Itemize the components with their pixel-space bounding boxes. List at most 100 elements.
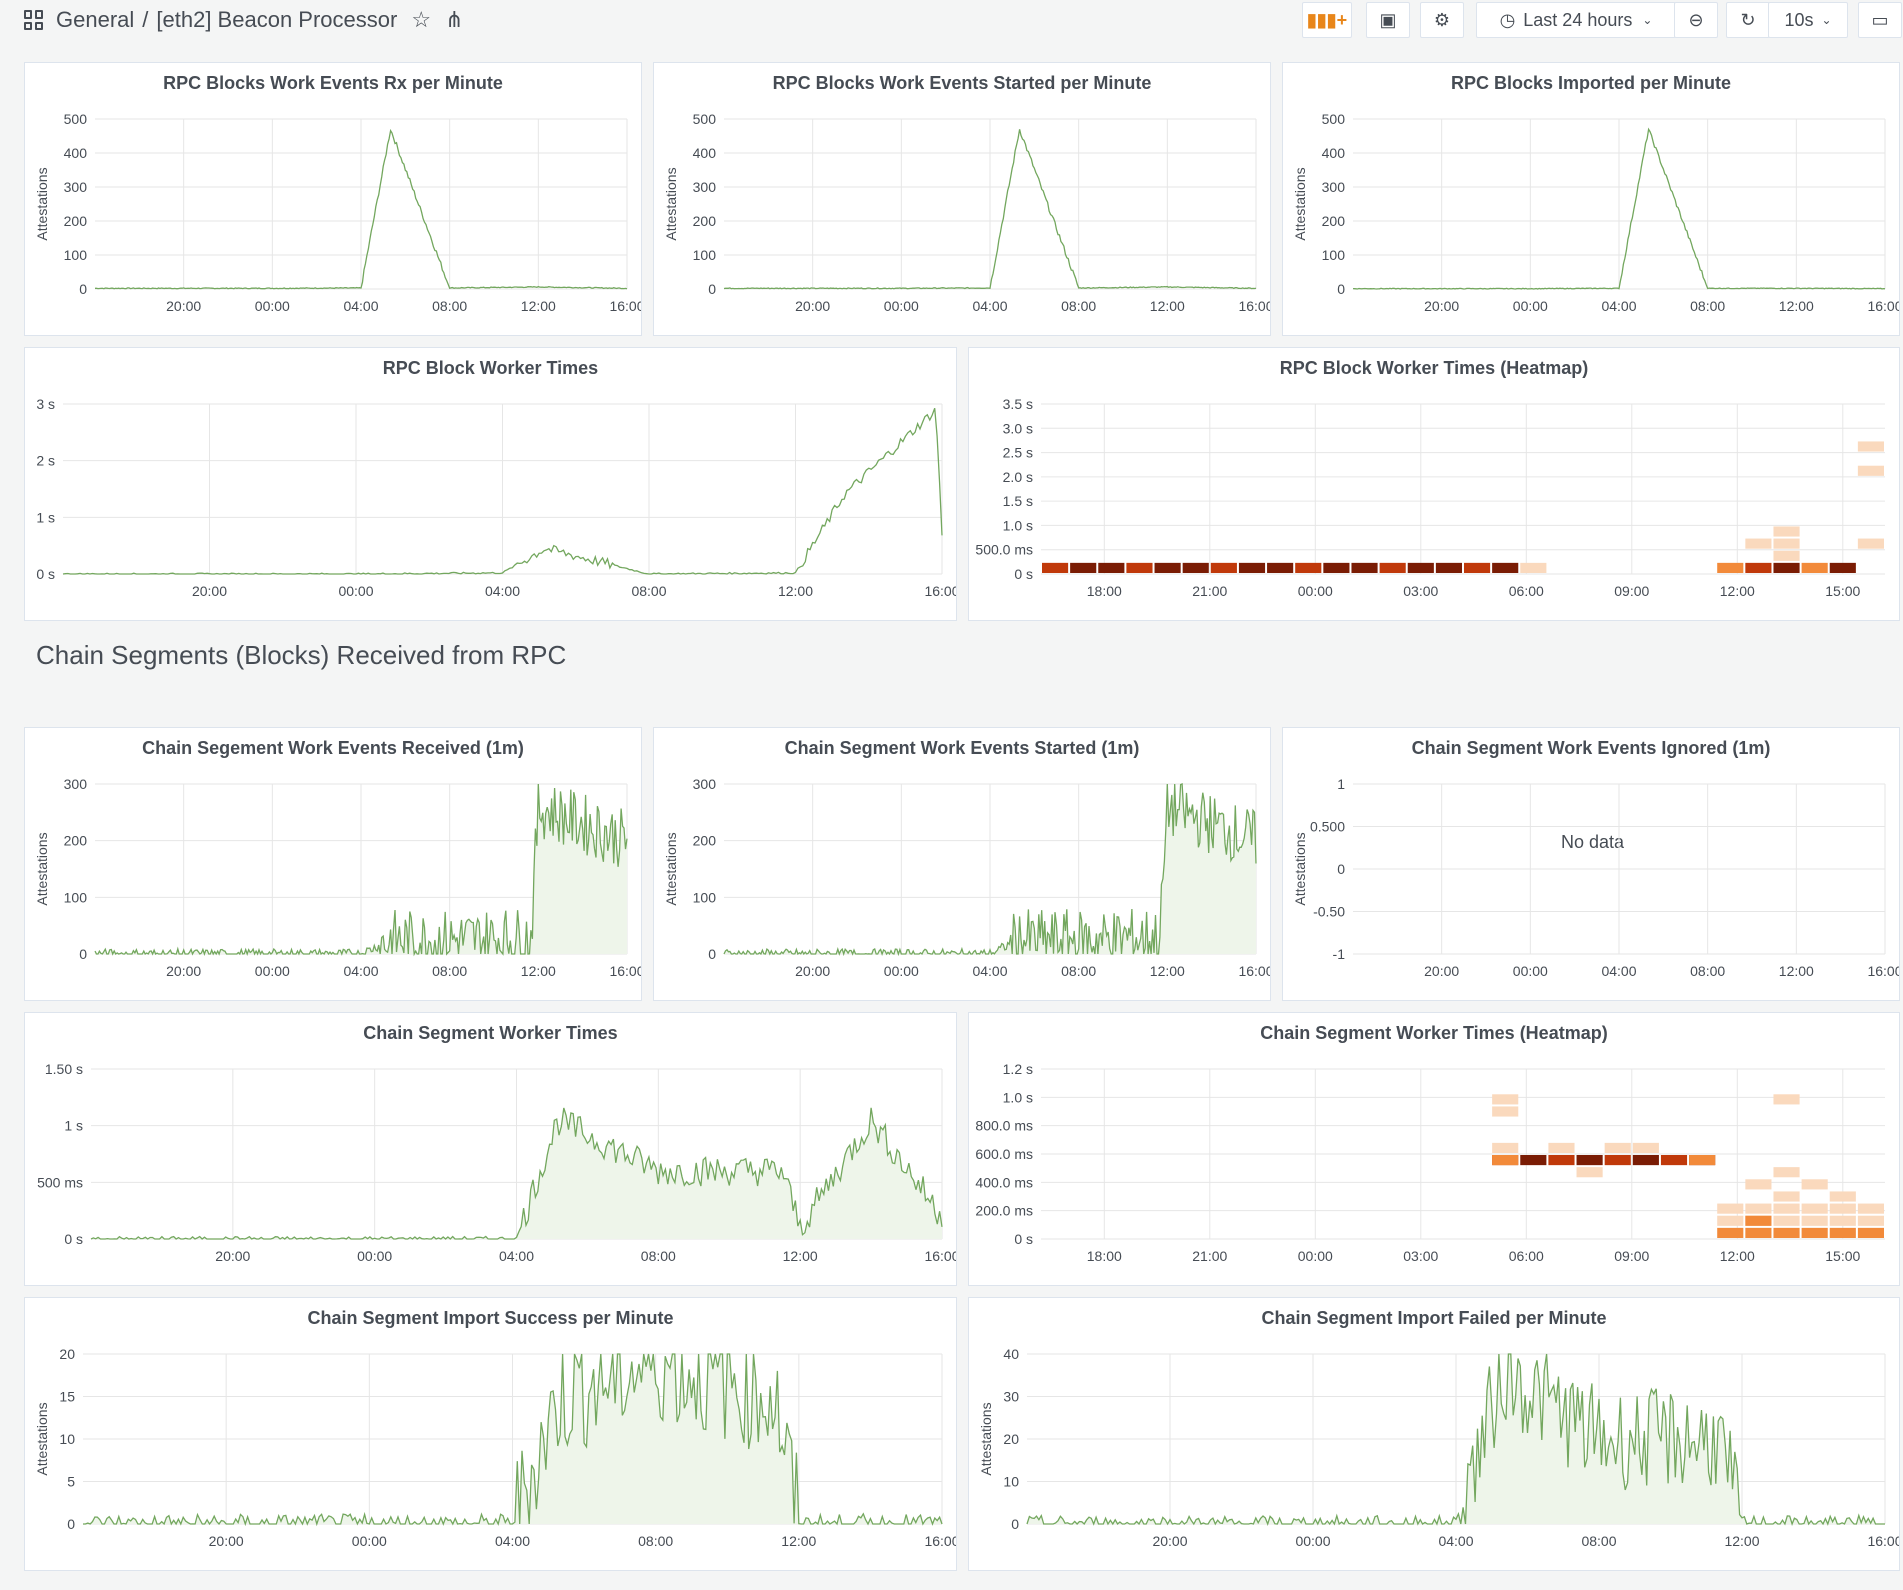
panel-title[interactable]: RPC Block Worker Times (382, 358, 599, 378)
chart-svg: 3 s 2 s 1 s 0 s 20:00 00:00 04:00 08:00 12:00 16:… (36, 396, 956, 599)
heatmap-cell (1745, 1203, 1772, 1214)
y-tick-label: 100 (64, 247, 88, 263)
chart-svg: 500 400 300 200 100 0 20:00 00:00 04:00 08:00 12:0… (34, 111, 641, 314)
y-tick-label: 200 (693, 833, 717, 849)
y-tick-label: 800.0 ms (975, 1118, 1033, 1134)
y-tick-label: 0 (1337, 861, 1345, 877)
heatmap-cell (1801, 1203, 1828, 1214)
x-tick-label: 00:00 (884, 963, 919, 979)
panel-cs-worker-times[interactable]: Chain Segment Worker Times 1.50 s 1 s 500 … (24, 1012, 957, 1286)
x-tick-label: 08:00 (638, 1533, 673, 1549)
share-icon[interactable]: ⋔ (445, 7, 464, 32)
folder-link[interactable]: General (56, 7, 135, 32)
panel-title[interactable]: Chain Segement Work Events Received (1m) (142, 738, 524, 758)
y-tick-label: 1 s (64, 1118, 83, 1134)
heatmap-cell (1829, 1215, 1856, 1226)
heatmap-cell (1773, 1203, 1800, 1214)
series-line (723, 783, 1257, 957)
zoom-out-button[interactable]: ⊖ (1674, 2, 1718, 38)
x-tick-label: 20:00 (1424, 298, 1459, 314)
heatmap-cell (1126, 562, 1153, 573)
heatmap-cell (1492, 1155, 1519, 1166)
x-tick-label: 00:00 (255, 963, 290, 979)
heatmap-cell (1604, 1155, 1631, 1166)
panel-rpc-rx[interactable]: RPC Blocks Work Events Rx per Minute 500… (24, 62, 642, 336)
star-icon[interactable]: ☆ (411, 7, 432, 32)
x-tick-label: 09:00 (1614, 1248, 1649, 1264)
dashboard-title[interactable]: [eth2] Beacon Processor (156, 7, 398, 32)
add-panel-button[interactable]: ▮▮▮+ (1302, 2, 1352, 38)
x-tick-label: 16:00 (1867, 963, 1899, 979)
x-tick-label: 12:00 (521, 298, 556, 314)
dashboard-settings-button[interactable]: ⚙ (1420, 2, 1464, 38)
panel-title[interactable]: Chain Segment Worker Times (Heatmap) (1260, 1023, 1608, 1043)
x-tick-label: 08:00 (1690, 298, 1725, 314)
x-tick-label: 12:00 (1779, 298, 1814, 314)
y-tick-label: 200 (64, 833, 88, 849)
y-tick-label: 1.50 s (45, 1061, 83, 1077)
x-tick-label: 08:00 (641, 1248, 676, 1264)
tv-mode-icon: ▭ (1871, 9, 1889, 30)
panel-title[interactable]: Chain Segment Worker Times (363, 1023, 618, 1043)
panel-cs-heatmap[interactable]: Chain Segment Worker Times (Heatmap) 1.2… (968, 1012, 1900, 1286)
refresh-button[interactable]: ↻ (1726, 2, 1770, 38)
panel-cs-import-success[interactable]: Chain Segment Import Success per Minute … (24, 1297, 957, 1571)
panel-title[interactable]: RPC Blocks Work Events Started per Minut… (772, 73, 1152, 93)
y-tick-label: 0 s (1014, 566, 1033, 582)
panel-rpc-started[interactable]: RPC Blocks Work Events Started per Minut… (653, 62, 1271, 336)
panel-title[interactable]: Chain Segment Work Events Ignored (1m) (1411, 738, 1771, 758)
panel-rpc-worker-times[interactable]: RPC Block Worker Times 3 s 2 s 1 s 0 s 20:00… (24, 347, 957, 621)
x-tick-label: 16:00 (924, 583, 956, 599)
save-dashboard-button[interactable]: ▣ (1366, 2, 1410, 38)
heatmap-cell (1773, 1227, 1800, 1238)
panel-title[interactable]: RPC Blocks Work Events Rx per Minute (163, 73, 503, 93)
chart-svg: 500 400 300 200 100 0 20:00 00:00 04:00 08:00 12:0… (1292, 111, 1899, 314)
panel-title[interactable]: RPC Block Worker Times (Heatmap) (1279, 358, 1589, 378)
x-tick-label: 06:00 (1509, 1248, 1544, 1264)
x-tick-label: 16:00 (1238, 963, 1270, 979)
x-tick-label: 16:00 (609, 298, 641, 314)
panel-title[interactable]: Chain Segment Import Success per Minute (307, 1308, 674, 1328)
heatmap-cell (1238, 562, 1266, 573)
y-axis-label: Attestations (34, 167, 50, 240)
y-tick-label: 15 (59, 1389, 75, 1405)
y-tick-label: 20 (59, 1346, 75, 1362)
heatmap-cell (1407, 562, 1434, 573)
x-tick-label: 08:00 (631, 583, 666, 599)
zoom-out-icon: ⊖ (1688, 9, 1704, 30)
series-area (91, 1107, 942, 1239)
panel-cs-ignored[interactable]: Chain Segment Work Events Ignored (1m) N… (1282, 727, 1900, 1001)
heatmap-cell (1632, 1142, 1659, 1153)
chart-svg: 1 0.500 0 -0.50 -1 20:00 00:00 04:00 08:00 12:00 1… (1292, 776, 1899, 979)
x-tick-label: 16:00 (1867, 298, 1899, 314)
x-tick-label: 15:00 (1825, 583, 1860, 599)
panel-cs-import-failed[interactable]: Chain Segment Import Failed per Minute 4… (968, 1297, 1900, 1571)
refresh-interval-picker[interactable]: 10s ⌄ (1768, 2, 1848, 38)
panel-cs-received[interactable]: Chain Segement Work Events Received (1m)… (24, 727, 642, 1001)
y-tick-label: 1 s (36, 509, 55, 525)
y-tick-label: 5 (67, 1474, 75, 1490)
chart-svg: 3.5 s 3.0 s 2.5 s 2.0 s 1.5 s 1.0 s 500.0 ms 0 … (975, 396, 1885, 599)
heatmap-cell (1857, 1227, 1884, 1238)
heatmap-cell (1717, 1215, 1744, 1226)
x-tick-label: 16:00 (924, 1533, 956, 1549)
y-tick-label: 0 (79, 281, 87, 297)
row-title[interactable]: Chain Segments (Blocks) Received from RP… (36, 640, 567, 670)
panel-title[interactable]: Chain Segment Import Failed per Minute (1261, 1308, 1607, 1328)
panel-rpc-imported[interactable]: RPC Blocks Imported per Minute 500 400 300… (1282, 62, 1900, 336)
y-tick-label: 30 (1003, 1389, 1019, 1405)
panel-title[interactable]: RPC Blocks Imported per Minute (1450, 73, 1732, 93)
panel-rpc-heatmap[interactable]: RPC Block Worker Times (Heatmap) 3.5 s 3.… (968, 347, 1900, 621)
chart-svg: 1.2 s 1.0 s 800.0 ms 600.0 ms 400.0 ms 200.0 … (975, 1061, 1885, 1264)
time-picker-button[interactable]: ◷ Last 24 hours ⌄ (1476, 2, 1676, 38)
heatmap-cell (1379, 562, 1406, 573)
chart-svg: 500 400 300 200 100 0 20:00 00:00 04:00 08:00 12:0… (663, 111, 1270, 314)
dashboard-grid-icon[interactable] (24, 10, 44, 30)
panel-title[interactable]: Chain Segment Work Events Started (1m) (784, 738, 1140, 758)
tv-mode-button[interactable]: ▭ (1858, 2, 1902, 38)
y-tick-label: 100 (1322, 247, 1346, 263)
panel-cs-started[interactable]: Chain Segment Work Events Started (1m) 3… (653, 727, 1271, 1001)
heatmap-cell (1717, 1227, 1744, 1238)
heatmap-cell (1351, 562, 1378, 573)
x-tick-label: 00:00 (1298, 1248, 1333, 1264)
